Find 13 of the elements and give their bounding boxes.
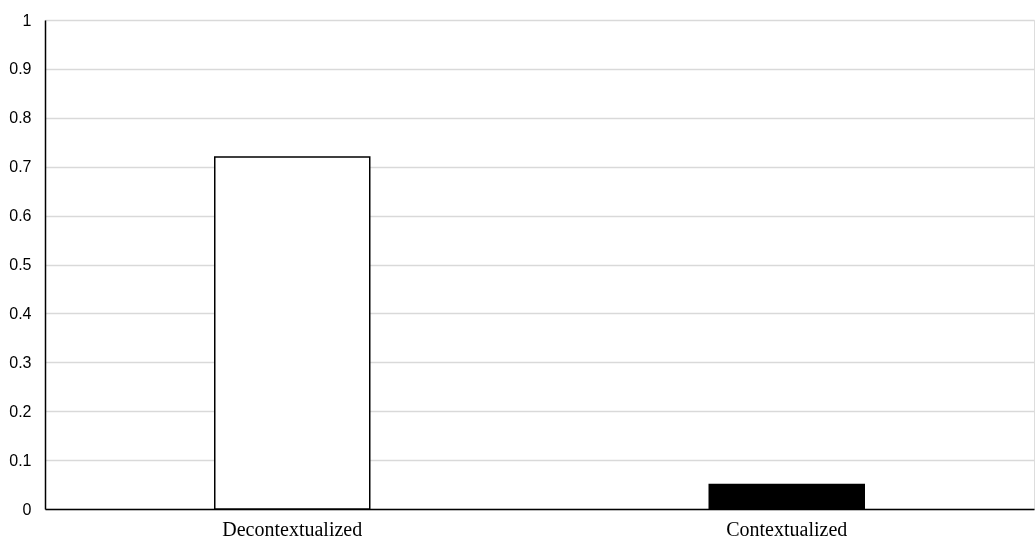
y-tick-label: 0.5 [9,256,32,273]
x-tick-label: Decontextualized [222,517,363,540]
y-tick-label: 0.7 [9,158,32,176]
y-tick-label: 0 [22,500,32,518]
y-tick-label: 0.2 [9,402,32,420]
y-tick-label: 0.4 [9,304,32,322]
y-tick-label: 0.1 [9,451,32,469]
y-tick-label: 0.8 [9,109,32,127]
y-tick-label: 0.3 [9,353,32,371]
y-tick-label: 0.9 [9,60,32,78]
y-tick-label: 0.6 [9,207,32,225]
x-tick-label: Contextualized [726,517,848,540]
y-tick-label: 1 [22,11,32,29]
